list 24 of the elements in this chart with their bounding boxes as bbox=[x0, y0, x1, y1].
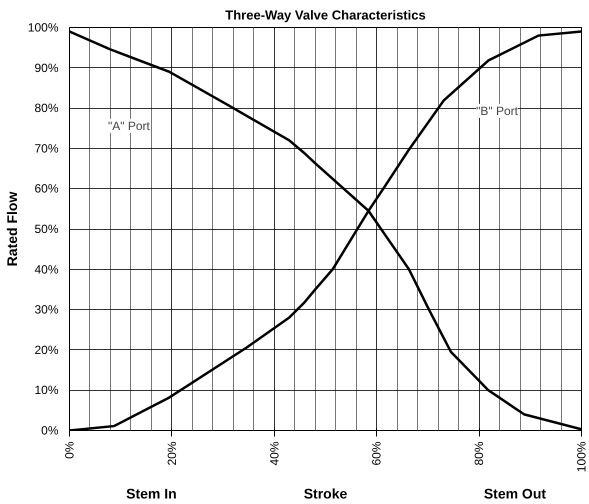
y-tick-label: 90% bbox=[34, 60, 59, 75]
y-tick-label: 60% bbox=[34, 182, 59, 196]
y-tick-label: 20% bbox=[34, 342, 59, 357]
x-tick-label: 80% bbox=[472, 441, 486, 466]
y-tick-label: 100% bbox=[28, 20, 59, 34]
chart-title: Three-Way Valve Characteristics bbox=[225, 8, 426, 22]
y-tick-label: 70% bbox=[34, 141, 59, 156]
x-tick-label: 100% bbox=[574, 441, 588, 472]
x-axis-title: Stroke bbox=[304, 486, 348, 502]
text: Stem In bbox=[126, 486, 177, 502]
annotation: "A" Port bbox=[108, 118, 150, 133]
y-axis-title: Rated Flow bbox=[4, 192, 20, 266]
x-tick-label: 60% bbox=[370, 441, 384, 466]
y-tick-label: 0% bbox=[41, 424, 59, 438]
x-tick-label: 0% bbox=[62, 441, 76, 459]
x-tick-label: 40% bbox=[267, 441, 282, 466]
y-tick-label: 50% bbox=[34, 222, 59, 236]
y-tick-label: 80% bbox=[34, 101, 59, 116]
y-tick-label: 30% bbox=[34, 302, 59, 317]
annotation: "B" Port bbox=[476, 104, 519, 118]
x-tick-label: 20% bbox=[164, 441, 179, 466]
y-tick-label: 40% bbox=[34, 262, 59, 276]
text: Stem Out bbox=[484, 486, 546, 502]
y-tick-label: 10% bbox=[34, 383, 59, 398]
